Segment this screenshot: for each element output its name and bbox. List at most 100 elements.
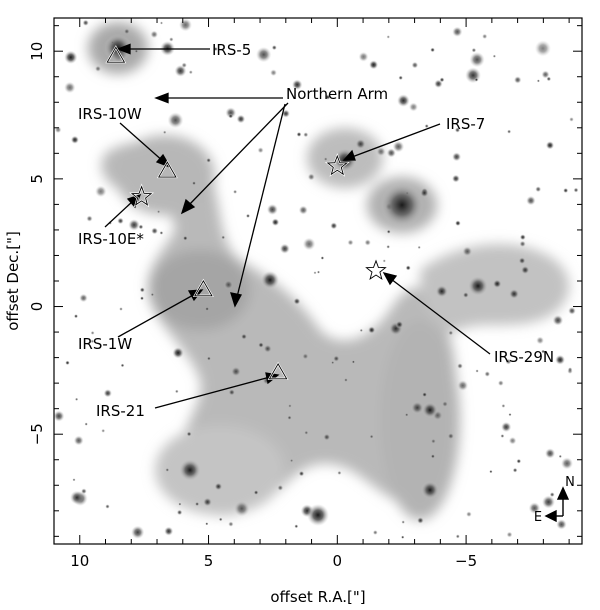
source-markers [105,45,389,380]
field-star [213,47,218,51]
field-star [497,380,504,386]
field-star [430,47,435,53]
field-star [223,279,234,290]
field-star [462,246,473,257]
field-star [369,60,379,70]
field-star [266,204,278,215]
field-star [281,109,290,118]
field-star [573,187,579,193]
field-star [293,297,301,305]
field-star [54,410,65,422]
field-star [474,77,479,82]
field-star [435,285,448,298]
field-star [79,293,88,303]
field-star [221,235,226,240]
field-star [178,502,182,506]
bright-source [261,271,279,289]
field-star [347,239,354,246]
field-star [228,389,236,396]
field-star [558,454,562,458]
field-star [95,185,107,198]
field-star [333,355,340,362]
field-star [541,349,545,354]
bright-source [422,402,438,418]
field-star [471,47,477,53]
field-star [313,271,317,275]
field-star [395,320,404,329]
field-star [287,415,292,420]
marker-irs-1w [194,280,213,297]
field-star [382,259,386,263]
field-star [292,79,303,90]
field-star [505,358,512,365]
field-star [330,222,338,230]
field-star [271,45,277,51]
field-star [508,413,512,417]
x-tick-label: 0 [333,552,343,570]
northern-arm-arrow-3 [230,103,286,308]
field-star [528,502,541,514]
field-star [192,181,196,186]
field-star [430,438,436,444]
marker-irs-5 [106,46,126,63]
field-star [482,33,488,40]
irs5-arrow [116,43,210,55]
field-star [405,265,411,271]
field-star [542,495,555,509]
irs7-arrow [342,123,441,161]
label-irs29n: IRS-29N [494,348,554,366]
field-star [469,52,485,68]
field-star [105,504,110,509]
field-star [140,296,144,301]
field-star [151,227,159,235]
irs29n-arrow [382,272,491,355]
northern-arm-gas [101,141,457,516]
field-star [417,245,421,249]
field-star [82,19,89,26]
field-star [119,307,123,311]
field-star [430,454,436,459]
southwest-gas [155,425,285,515]
field-star [157,210,161,214]
field-star [555,354,565,365]
field-star [465,67,481,84]
field-star [307,173,315,181]
y-tick-label: 0 [28,302,46,312]
field-star [561,457,573,470]
field-star [568,307,576,315]
field-star [344,378,348,382]
field-star [117,217,124,225]
field-star [392,140,405,153]
field-star [131,525,145,539]
field-star [545,448,556,459]
field-star [288,404,292,408]
field-star [401,535,405,539]
field-star [358,51,369,62]
bright-source [380,183,424,227]
field-star [369,434,374,439]
field-star [410,401,424,415]
field-star [84,422,88,426]
field-star [179,18,192,32]
field-star [417,517,424,524]
field-star [337,470,342,475]
marker-irs-10e [130,185,153,206]
field-star [514,76,522,84]
field-star [501,404,506,408]
field-star [182,235,188,241]
field-star [256,46,272,63]
field-star [404,413,409,417]
field-star [512,467,518,473]
field-star [466,511,472,517]
field-star [164,526,174,536]
field-star [355,138,366,150]
field-star [74,314,78,319]
field-star [228,113,234,119]
field-star [536,336,544,345]
field-star [175,389,179,394]
field-star [294,524,299,529]
field-star [376,147,386,157]
field-star [569,117,574,122]
field-star [508,288,520,299]
